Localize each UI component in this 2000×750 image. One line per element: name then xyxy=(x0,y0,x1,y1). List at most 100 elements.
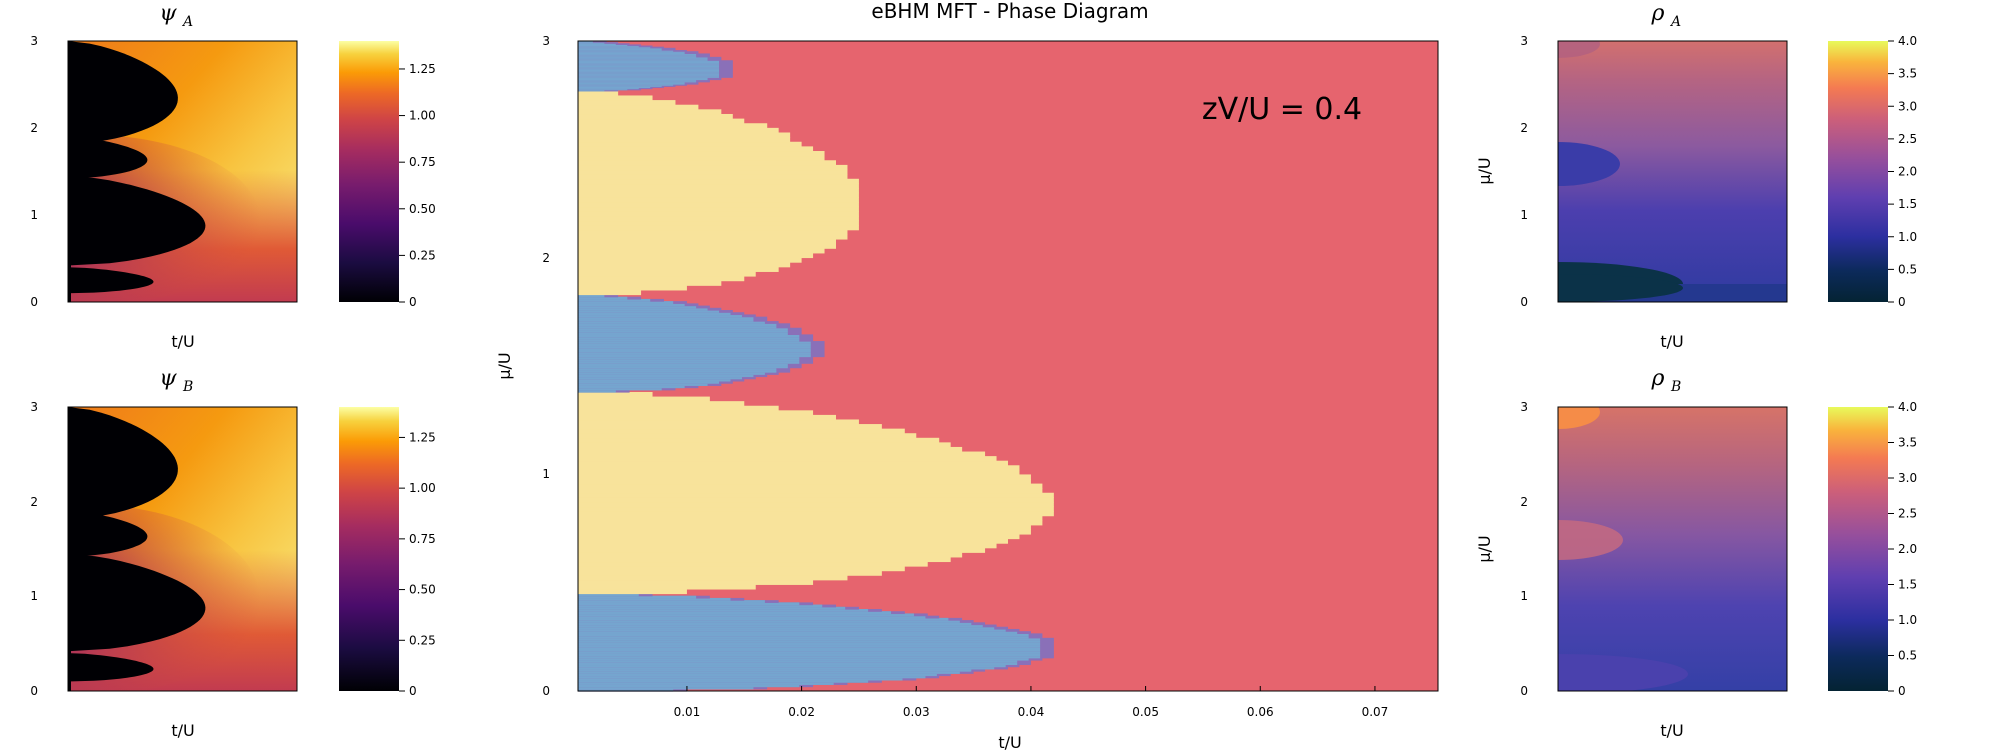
colorbar-tick-label: 1.0 xyxy=(1898,230,1917,244)
region-mott-insulator-strip xyxy=(578,552,963,558)
region-density-wave-strip xyxy=(578,347,811,351)
region-density-wave-strip xyxy=(578,71,720,74)
phase-xtick: 0.03 xyxy=(903,705,930,719)
region-density-wave-strip xyxy=(578,47,662,50)
region-density-wave-strip xyxy=(578,642,1041,646)
phase-diagram-frame xyxy=(577,40,1439,692)
colorbar-tick-label: 0.50 xyxy=(409,202,436,216)
rho-a-xlabel: t/U xyxy=(1660,332,1683,351)
region-mott-insulator-strip xyxy=(578,428,905,434)
region-density-wave-strip xyxy=(578,53,697,56)
region-density-wave-strip xyxy=(578,316,754,320)
region-density-wave-strip xyxy=(578,666,995,670)
colorbar-tick-label: 1.0 xyxy=(1898,613,1917,627)
region-density-wave-strip xyxy=(578,349,811,353)
region-density-wave-strip xyxy=(578,646,1041,650)
region-density-wave-strip xyxy=(578,87,639,90)
region-density-wave-strip xyxy=(578,65,720,68)
region-density-wave-strip xyxy=(578,84,674,86)
phase-ytick: 2 xyxy=(542,251,550,265)
region-density-wave-strip xyxy=(578,89,605,92)
region-density-wave-strip xyxy=(578,631,1018,634)
psi-b-lobes xyxy=(68,407,206,691)
colorbar-tick-label: 3.0 xyxy=(1898,471,1917,485)
phase-xtick: 0.06 xyxy=(1247,705,1274,719)
region-density-wave-strip xyxy=(578,86,651,89)
phase-diagram-title: eBHM MFT - Phase Diagram xyxy=(871,0,1148,23)
region-mott-insulator-strip xyxy=(578,561,928,567)
region-density-wave-strip xyxy=(578,644,1041,648)
region-density-wave-strip xyxy=(578,662,1018,666)
rho-a-colorbar-ticks: 0 0.5 1.0 1.5 2.0 2.5 3.0 3.5 4.0 xyxy=(1888,34,1917,309)
rho-b-frame xyxy=(1557,406,1788,692)
region-density-wave-strip xyxy=(578,73,720,76)
psi-b-ytick: 3 xyxy=(30,400,38,414)
colorbar-tick-label: 0 xyxy=(1898,295,1906,309)
region-density-wave-strip xyxy=(578,334,800,338)
psi-a-frame xyxy=(67,40,298,303)
region-density-wave-strip xyxy=(578,358,800,362)
region-mott-insulator-strip xyxy=(578,405,779,411)
region-density-wave-strip xyxy=(578,72,720,75)
region-density-wave-strip xyxy=(578,624,983,628)
region-density-wave-strip xyxy=(578,376,742,380)
region-mott-insulator-strip xyxy=(578,501,1054,508)
region-density-wave-strip xyxy=(578,60,720,62)
region-mott-insulator-strip xyxy=(578,524,1031,530)
psi-mott-lobe xyxy=(68,653,154,682)
region-mott-insulator-strip xyxy=(578,123,768,129)
rho-b-xlabel: t/U xyxy=(1660,721,1683,740)
rho-b-panel: ρ B 0 1 2 3 t/U μ/U 0 0.5 1.0 1.5 2.0 2.5 3.0 3… xyxy=(1475,366,1917,740)
region-density-wave-strip xyxy=(578,64,720,67)
region-mott-insulator-strip xyxy=(578,289,642,296)
region-density-wave-strip xyxy=(578,55,697,58)
psi-b-xlabel: t/U xyxy=(171,721,194,740)
psi-a-title-symbol: ψ xyxy=(159,1,177,26)
region-density-wave-strip xyxy=(578,43,616,45)
rho-a-heatmap xyxy=(1558,41,1787,302)
region-density-wave-strip xyxy=(578,81,685,84)
colorbar-tick-label: 0 xyxy=(1898,684,1906,698)
region-density-wave-strip xyxy=(578,378,731,382)
region-mott-insulator-strip xyxy=(578,229,848,235)
colorbar-tick-label: 2.0 xyxy=(1898,542,1917,556)
region-density-wave-strip xyxy=(578,88,628,91)
region-mott-insulator-strip xyxy=(578,584,756,590)
region-mott-insulator-strip xyxy=(578,396,710,402)
region-density-wave-strip xyxy=(578,673,937,677)
region-density-wave-strip xyxy=(578,657,1029,661)
rho-b-colorbar-ticks: 0 0.5 1.0 1.5 2.0 2.5 3.0 3.5 4.0 xyxy=(1888,400,1917,698)
region-density-wave-strip xyxy=(578,310,720,313)
region-density-wave-strip xyxy=(578,389,616,393)
psi-b-ytick: 0 xyxy=(30,684,38,698)
region-density-wave-strip xyxy=(578,67,720,69)
region-density-wave-strip xyxy=(578,679,869,683)
region-density-wave-strip xyxy=(578,374,754,378)
rho-a-ytick: 1 xyxy=(1520,208,1528,222)
region-mott-insulator-strip xyxy=(578,266,779,272)
region-mott-insulator-strip xyxy=(578,570,882,576)
colorbar-tick-label: 1.25 xyxy=(409,430,436,444)
region-mott-insulator-strip xyxy=(578,469,1020,476)
region-mott-insulator-strip xyxy=(578,456,997,462)
region-mott-insulator-strip xyxy=(578,238,836,245)
region-mott-insulator-strip xyxy=(578,285,687,291)
rho-a-ytick: 0 xyxy=(1520,295,1528,309)
region-mott-insulator-strip xyxy=(578,220,859,226)
region-density-wave-strip xyxy=(578,76,720,78)
region-mott-insulator-strip xyxy=(578,280,722,286)
region-mott-insulator-strip xyxy=(578,575,848,581)
region-density-wave-strip xyxy=(578,59,708,61)
region-density-wave-strip xyxy=(578,668,972,672)
region-density-wave-strip xyxy=(578,70,720,73)
region-mott-insulator-strip xyxy=(578,566,905,572)
region-mott-insulator-strip xyxy=(578,392,653,398)
region-mott-insulator-strip xyxy=(578,178,859,185)
region-mott-insulator-strip xyxy=(578,188,859,194)
psi-a-colorbar xyxy=(339,41,399,302)
psi-a-ytick: 1 xyxy=(30,208,38,222)
colorbar-tick-label: 3.5 xyxy=(1898,436,1917,450)
region-density-wave-strip xyxy=(578,343,811,347)
region-density-wave-strip xyxy=(578,595,697,599)
colorbar-tick-label: 1.5 xyxy=(1898,197,1917,211)
